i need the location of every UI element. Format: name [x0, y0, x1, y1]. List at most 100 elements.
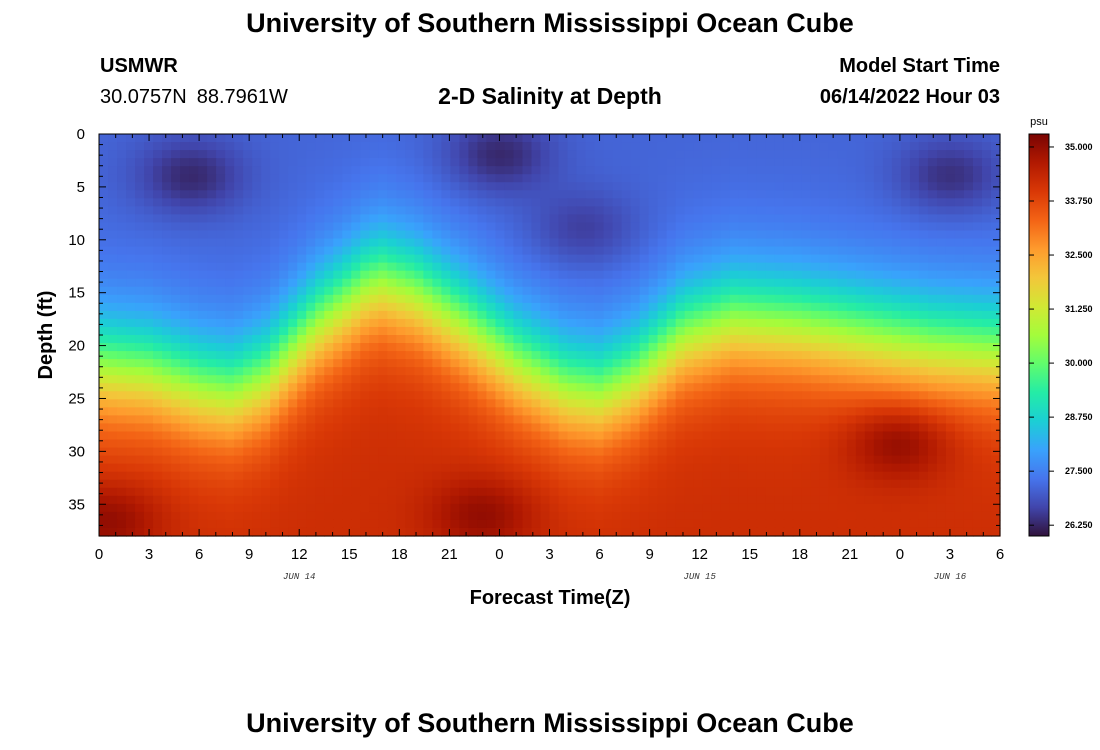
heatmap-cell — [972, 166, 983, 175]
heatmap-cell — [405, 407, 415, 416]
heatmap-cell — [450, 455, 460, 465]
heatmap-cell — [423, 166, 433, 175]
heatmap-cell — [747, 383, 758, 392]
heatmap-cell — [207, 238, 217, 248]
heatmap-cell — [540, 495, 551, 505]
heatmap-cell — [450, 335, 460, 344]
heatmap-cell — [423, 455, 433, 465]
heatmap-cell — [801, 134, 812, 143]
heatmap-cell — [279, 359, 289, 368]
heatmap-cell — [297, 503, 307, 513]
heatmap-cell — [414, 367, 424, 376]
heatmap-cell — [945, 326, 956, 336]
heatmap-cell — [432, 230, 442, 240]
heatmap-cell — [198, 326, 208, 336]
heatmap-cell — [189, 495, 199, 505]
heatmap-cell — [216, 190, 226, 199]
heatmap-cell — [378, 302, 388, 312]
heatmap-cell — [342, 222, 352, 232]
heatmap-cell — [567, 495, 578, 505]
heatmap-cell — [864, 134, 875, 143]
heatmap-cell — [801, 351, 812, 360]
heatmap-cell — [585, 142, 596, 151]
heatmap-cell — [423, 238, 433, 248]
heatmap-cell — [387, 431, 397, 441]
heatmap-cell — [225, 262, 235, 272]
heatmap-cell — [855, 383, 866, 392]
heatmap-cell — [360, 294, 370, 304]
heatmap-cell — [252, 206, 262, 215]
heatmap-cell — [369, 142, 379, 151]
heatmap-cell — [333, 391, 343, 400]
heatmap-cell — [378, 286, 388, 296]
heatmap-cell — [189, 302, 199, 312]
heatmap-cell — [99, 447, 109, 457]
heatmap-cell — [441, 511, 451, 521]
heatmap-cell — [810, 503, 821, 513]
heatmap-cell — [459, 351, 470, 360]
heatmap-cell — [369, 174, 379, 183]
heatmap-cell — [585, 230, 596, 240]
heatmap-cell — [342, 158, 352, 167]
heatmap-cell — [423, 423, 433, 433]
heatmap-cell — [324, 142, 334, 151]
heatmap-cell — [261, 463, 271, 473]
heatmap-cell — [594, 230, 605, 240]
heatmap-cell — [747, 230, 758, 240]
heatmap-cell — [711, 375, 722, 384]
heatmap-cell — [630, 270, 641, 280]
heatmap-cell — [918, 391, 929, 400]
heatmap-cell — [459, 383, 470, 392]
heatmap-cell — [918, 158, 929, 167]
heatmap-cell — [945, 511, 956, 521]
heatmap-cell — [585, 367, 596, 376]
heatmap-cell — [702, 174, 713, 183]
heatmap-cell — [135, 182, 145, 191]
heatmap-cell — [270, 423, 280, 433]
heatmap-cell — [882, 222, 893, 232]
heatmap-cell — [540, 174, 551, 183]
heatmap-cell — [846, 407, 857, 416]
heatmap-cell — [675, 431, 686, 441]
heatmap-cell — [486, 447, 497, 457]
heatmap-cell — [639, 343, 650, 352]
heatmap-cell — [693, 423, 704, 433]
heatmap-cell — [756, 238, 767, 248]
heatmap-cell — [387, 511, 397, 521]
heatmap-cell — [117, 166, 127, 175]
heatmap-cell — [198, 134, 208, 143]
heatmap-cell — [981, 447, 992, 457]
heatmap-cell — [801, 198, 812, 207]
heatmap-cell — [927, 407, 938, 416]
heatmap-cell — [774, 270, 785, 280]
heatmap-cell — [135, 439, 145, 449]
heatmap-cell — [477, 407, 488, 416]
heatmap-cell — [99, 487, 109, 497]
heatmap-cell — [477, 351, 488, 360]
heatmap-cell — [117, 407, 127, 416]
heatmap-cell — [576, 423, 587, 433]
heatmap-cell — [729, 391, 740, 400]
heatmap-cell — [117, 198, 127, 207]
heatmap-cell — [333, 206, 343, 215]
heatmap-cell — [945, 431, 956, 441]
heatmap-cell — [207, 479, 217, 489]
heatmap-cell — [891, 511, 902, 521]
heatmap-cell — [576, 399, 587, 408]
heatmap-cell — [144, 439, 154, 449]
heatmap-cell — [864, 455, 875, 465]
heatmap-cell — [162, 142, 172, 151]
heatmap-cell — [486, 166, 497, 175]
heatmap-cell — [720, 479, 731, 489]
heatmap-cell — [828, 302, 839, 312]
heatmap-cell — [774, 455, 785, 465]
heatmap-cell — [774, 230, 785, 240]
heatmap-cell — [729, 415, 740, 425]
heatmap-cell — [909, 150, 920, 159]
heatmap-cell — [180, 150, 190, 159]
heatmap-cell — [594, 150, 605, 159]
heatmap-cell — [612, 150, 623, 159]
heatmap-cell — [873, 206, 884, 215]
heatmap-cell — [99, 222, 109, 232]
heatmap-cell — [450, 375, 460, 384]
